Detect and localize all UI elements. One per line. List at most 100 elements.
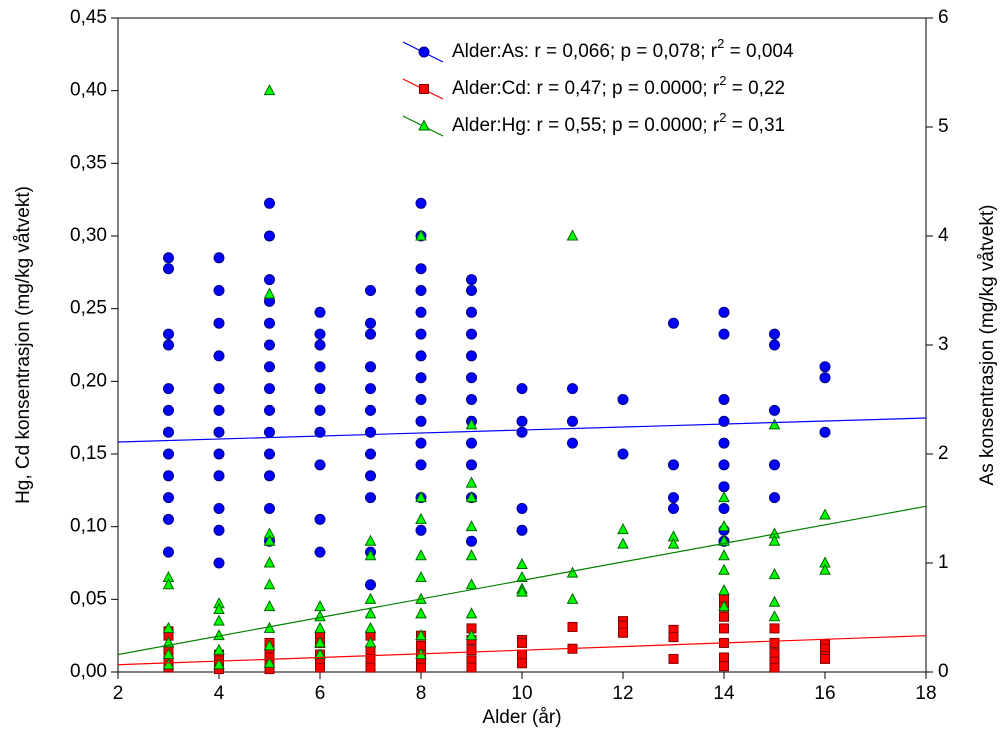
x-tick-label: 16 — [814, 683, 835, 704]
point — [718, 584, 730, 596]
point — [365, 383, 376, 395]
point — [465, 629, 478, 641]
point — [163, 492, 174, 504]
point — [668, 317, 679, 329]
point — [415, 437, 427, 449]
point — [163, 513, 174, 525]
point — [315, 662, 325, 673]
point — [415, 229, 427, 241]
point — [567, 437, 578, 449]
legend-label: Alder:Cd: r = 0,47; p = 0.0000; r2 = 0,2… — [452, 73, 785, 99]
point — [415, 459, 427, 471]
point — [719, 652, 729, 663]
point — [466, 662, 477, 673]
y2-tick-label: 4 — [938, 225, 949, 246]
point — [314, 600, 326, 612]
point — [820, 653, 830, 664]
y-tick-label: 0,35 — [70, 152, 107, 173]
point — [516, 503, 528, 514]
point — [314, 404, 326, 416]
point — [364, 621, 377, 633]
point — [668, 503, 679, 514]
legend-marker — [418, 46, 430, 58]
point — [365, 426, 376, 438]
fit-line — [117, 505, 927, 656]
point — [314, 426, 326, 438]
point — [264, 197, 275, 209]
legend-marker — [419, 84, 429, 94]
x-tick-label: 8 — [416, 683, 427, 704]
point — [465, 578, 478, 590]
y-tick-label: 0,30 — [70, 225, 107, 246]
point — [517, 658, 527, 669]
point — [516, 415, 528, 427]
point — [768, 595, 781, 607]
point — [213, 643, 225, 655]
x-tick-label: 2 — [113, 683, 124, 704]
point — [718, 306, 730, 318]
point — [768, 568, 781, 580]
point — [516, 585, 528, 597]
point — [415, 285, 427, 296]
point — [819, 426, 831, 438]
point — [517, 649, 527, 660]
point — [415, 607, 427, 619]
y-tick-label: 0,20 — [70, 370, 107, 391]
point — [466, 285, 477, 296]
point — [718, 415, 730, 427]
point — [264, 448, 275, 460]
point — [263, 556, 276, 568]
point — [465, 607, 478, 619]
point — [769, 637, 780, 648]
point — [719, 623, 729, 634]
point — [516, 570, 528, 583]
point — [718, 437, 730, 449]
point — [364, 636, 377, 648]
point — [566, 566, 579, 578]
point — [668, 632, 679, 643]
point — [718, 459, 730, 471]
point — [163, 546, 174, 558]
point — [364, 549, 377, 561]
point — [566, 229, 579, 241]
point — [314, 513, 326, 525]
point — [668, 459, 679, 471]
y-axis-label: Hg, Cd konsentrasjon (mg/kg våtvekt) — [13, 186, 34, 504]
point — [465, 549, 478, 561]
point — [719, 611, 729, 622]
point — [263, 656, 276, 668]
point — [466, 645, 477, 656]
legend-text-part: 2 — [719, 110, 726, 125]
point — [365, 662, 376, 673]
point — [314, 328, 326, 340]
point — [567, 415, 578, 427]
point — [769, 623, 780, 634]
point — [516, 524, 528, 536]
point — [364, 534, 377, 546]
point — [516, 557, 528, 569]
point — [617, 448, 629, 460]
point — [516, 426, 528, 438]
point — [415, 524, 427, 536]
point — [163, 383, 174, 395]
y2-tick-label: 6 — [938, 7, 949, 28]
point — [466, 535, 477, 547]
point — [264, 383, 275, 395]
legend-text-part: = 0,22 — [726, 78, 785, 99]
point — [365, 328, 376, 340]
y-tick-label: 0,15 — [70, 443, 107, 464]
point — [213, 614, 225, 626]
legend-text-part: 2 — [719, 73, 726, 88]
fit-line — [117, 417, 927, 443]
legend-text-part: Alder:Hg: r = 0,55; p = 0.0000; r — [452, 115, 720, 136]
point — [365, 361, 376, 373]
point — [163, 426, 174, 438]
point — [769, 459, 780, 471]
point — [617, 394, 629, 405]
point — [365, 448, 376, 460]
point — [567, 621, 578, 632]
point — [365, 492, 376, 504]
y2-tick-label: 1 — [938, 552, 949, 573]
point — [263, 534, 276, 546]
